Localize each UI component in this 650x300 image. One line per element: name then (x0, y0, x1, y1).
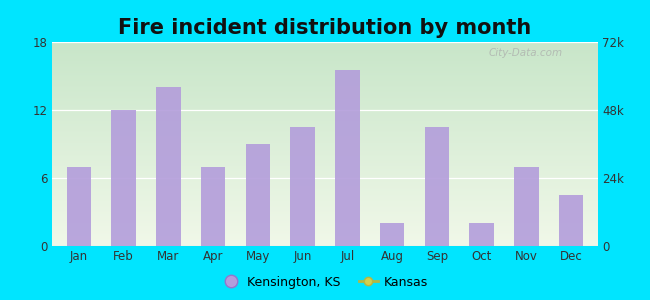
Bar (156, 87, 181, 246)
Title: Fire incident distribution by month: Fire incident distribution by month (118, 18, 532, 38)
Legend: Kensington, KS, Kansas: Kensington, KS, Kansas (216, 271, 434, 294)
Bar (335, 70, 359, 246)
Bar (514, 167, 539, 246)
Bar (424, 127, 449, 246)
Bar (559, 195, 584, 246)
Bar (111, 110, 136, 246)
Text: City-Data.com: City-Data.com (489, 48, 563, 58)
Bar (380, 223, 404, 246)
Bar (469, 223, 494, 246)
Bar (201, 167, 226, 246)
Bar (246, 144, 270, 246)
Bar (66, 167, 91, 246)
Bar (291, 127, 315, 246)
